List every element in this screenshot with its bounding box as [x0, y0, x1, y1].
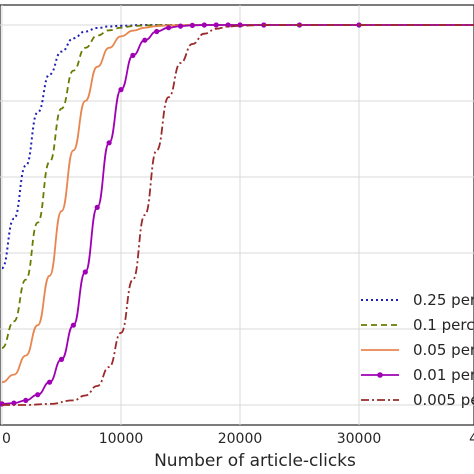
series-line	[2, 24, 474, 406]
legend-item: 0.01 per	[361, 366, 474, 384]
legend-label: 0.25 per	[413, 291, 474, 309]
series-point	[130, 52, 136, 59]
series-point	[189, 22, 195, 28]
plot-area	[0, 4, 474, 426]
series-point	[213, 22, 219, 28]
legend-label: 0.005 pe	[413, 391, 474, 409]
x-tick-label: 0	[2, 431, 11, 447]
legend-label: 0.01 per	[413, 366, 474, 384]
legend-item: 0.25 per	[361, 291, 474, 309]
series-point	[35, 392, 41, 398]
series-point	[177, 23, 184, 29]
x-axis-label: Number of article-clicks	[154, 451, 356, 471]
legend-item: 0.1 perc	[361, 316, 474, 334]
series-point	[58, 356, 65, 362]
series-point	[47, 379, 53, 385]
legend-item: 0.005 pe	[361, 391, 474, 409]
series-point	[356, 22, 362, 28]
series-point	[11, 400, 17, 406]
legend-marker	[377, 372, 383, 378]
x-tick-label: 20000	[218, 431, 263, 447]
series-point	[82, 269, 88, 275]
series-point	[94, 204, 100, 210]
plot-frame	[0, 4, 474, 426]
legend-label: 0.05 per	[413, 341, 474, 359]
series-4	[2, 24, 474, 406]
series-point	[201, 22, 207, 28]
series-point	[118, 87, 124, 93]
legend-item: 0.05 per	[361, 341, 474, 359]
x-tick-label: 10000	[99, 431, 144, 447]
series-point	[166, 25, 172, 31]
series-point	[106, 140, 112, 146]
x-tick-label: 30000	[337, 431, 382, 447]
series-point	[70, 322, 76, 328]
x-tick-label: 40	[469, 431, 474, 447]
series-point	[142, 37, 148, 43]
legend: 0.25 per 0.1 perc 0.05 per 0.01 per 0.005 pe	[361, 291, 474, 409]
series-point	[23, 397, 29, 403]
x-tick-labels: 0 10000 20000 30000 40	[2, 431, 474, 447]
legend-label: 0.1 perc	[413, 316, 474, 334]
series-point	[154, 28, 160, 35]
series-layer	[0, 22, 474, 407]
